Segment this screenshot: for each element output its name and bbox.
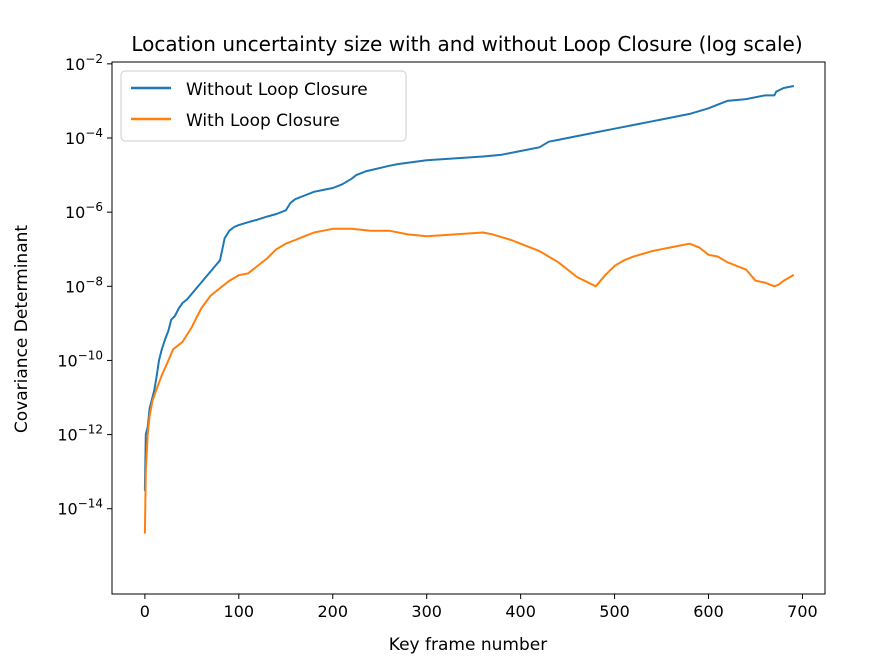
x-tick-label: 0 xyxy=(140,602,150,621)
y-axis-label: Covariance Determinant xyxy=(12,225,32,433)
x-axis: 0 100 200 300 400 500 600 700 xyxy=(140,594,818,621)
chart-title: Location uncertainty size with and witho… xyxy=(131,32,802,56)
y-tick-label-base: 10 xyxy=(65,55,85,74)
y-tick-label-exponent: −8 xyxy=(85,274,103,288)
x-tick-label: 700 xyxy=(787,602,818,621)
y-tick-label-exponent: −4 xyxy=(85,126,103,140)
legend-label-with-loop-closure: With Loop Closure xyxy=(186,111,340,131)
y-tick-label: 10−12 xyxy=(57,423,103,445)
y-tick-label: 10−2 xyxy=(65,52,103,74)
y-tick-label-exponent: −10 xyxy=(78,348,103,362)
y-tick-label: 10−10 xyxy=(57,348,103,370)
series-line-with-loop-closure xyxy=(143,227,795,534)
y-tick-label-base: 10 xyxy=(57,500,77,519)
legend: Without Loop Closure With Loop Closure xyxy=(120,70,407,142)
x-axis-label: Key frame number xyxy=(389,635,547,655)
series-line-without-loop-closure xyxy=(143,85,795,492)
y-tick-label: 10−8 xyxy=(65,274,103,296)
y-tick-label: 10−14 xyxy=(57,497,103,519)
y-tick-label: 10−6 xyxy=(65,200,103,222)
y-tick-label: 10−4 xyxy=(65,126,103,148)
y-tick-label-exponent: −12 xyxy=(78,423,103,437)
x-tick-label: 200 xyxy=(317,602,348,621)
y-tick-label-base: 10 xyxy=(65,129,85,148)
legend-label-without-loop-closure: Without Loop Closure xyxy=(186,80,368,100)
legend-box xyxy=(120,70,407,142)
y-tick-label-base: 10 xyxy=(65,203,85,222)
x-tick-label: 400 xyxy=(505,602,536,621)
x-tick-label: 500 xyxy=(599,602,630,621)
plot-area xyxy=(143,85,795,534)
y-tick-label-exponent: −2 xyxy=(85,52,103,66)
y-tick-label-exponent: −14 xyxy=(78,497,103,511)
x-tick-label: 600 xyxy=(693,602,724,621)
plot-frame xyxy=(111,61,826,595)
y-tick-label-exponent: −6 xyxy=(85,200,103,214)
x-tick-label: 100 xyxy=(224,602,255,621)
x-tick-label: 300 xyxy=(411,602,442,621)
y-tick-label-base: 10 xyxy=(57,351,77,370)
y-tick-label-base: 10 xyxy=(57,426,77,445)
y-tick-label-base: 10 xyxy=(65,277,85,296)
